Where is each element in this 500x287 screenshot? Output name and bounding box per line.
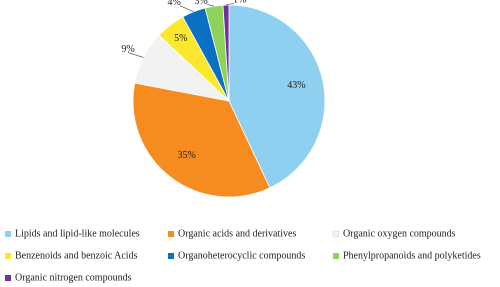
legend-swatch: [168, 253, 174, 259]
legend-swatch: [168, 231, 174, 237]
legend-label: Lipids and lipid-like molecules: [15, 228, 140, 239]
data-label: 4%: [167, 0, 180, 8]
legend-label: Phenylpropanoids and polyketides: [343, 250, 481, 261]
pie-slice: [132, 82, 271, 198]
legend-label: Benzenoids and benzoic Acids: [15, 250, 138, 261]
data-label: 3%: [195, 0, 208, 7]
legend-swatch: [332, 230, 340, 238]
data-label: 9%: [121, 44, 134, 55]
legend-swatch: [5, 231, 11, 237]
leader-line: [127, 52, 144, 58]
leader-line: [180, 5, 194, 13]
data-label: 5%: [174, 33, 187, 44]
legend-swatch: [333, 253, 339, 259]
legend-label: Organic nitrogen compounds: [15, 272, 132, 283]
leader-line: [207, 4, 215, 7]
pie-slice: [228, 4, 326, 189]
legend-label: Organic acids and derivatives: [178, 228, 296, 239]
legend-swatch: [5, 275, 11, 281]
legend-label: Organic oxygen compounds: [343, 228, 456, 239]
data-label: 35%: [177, 150, 195, 161]
data-label: 1%: [233, 0, 246, 6]
data-label: 43%: [287, 80, 305, 91]
legend-swatch: [5, 253, 11, 259]
leader-line: [225, 2, 234, 6]
legend-label: Organoheterocyclic compounds: [178, 250, 305, 261]
pie-slice: [222, 4, 230, 102]
